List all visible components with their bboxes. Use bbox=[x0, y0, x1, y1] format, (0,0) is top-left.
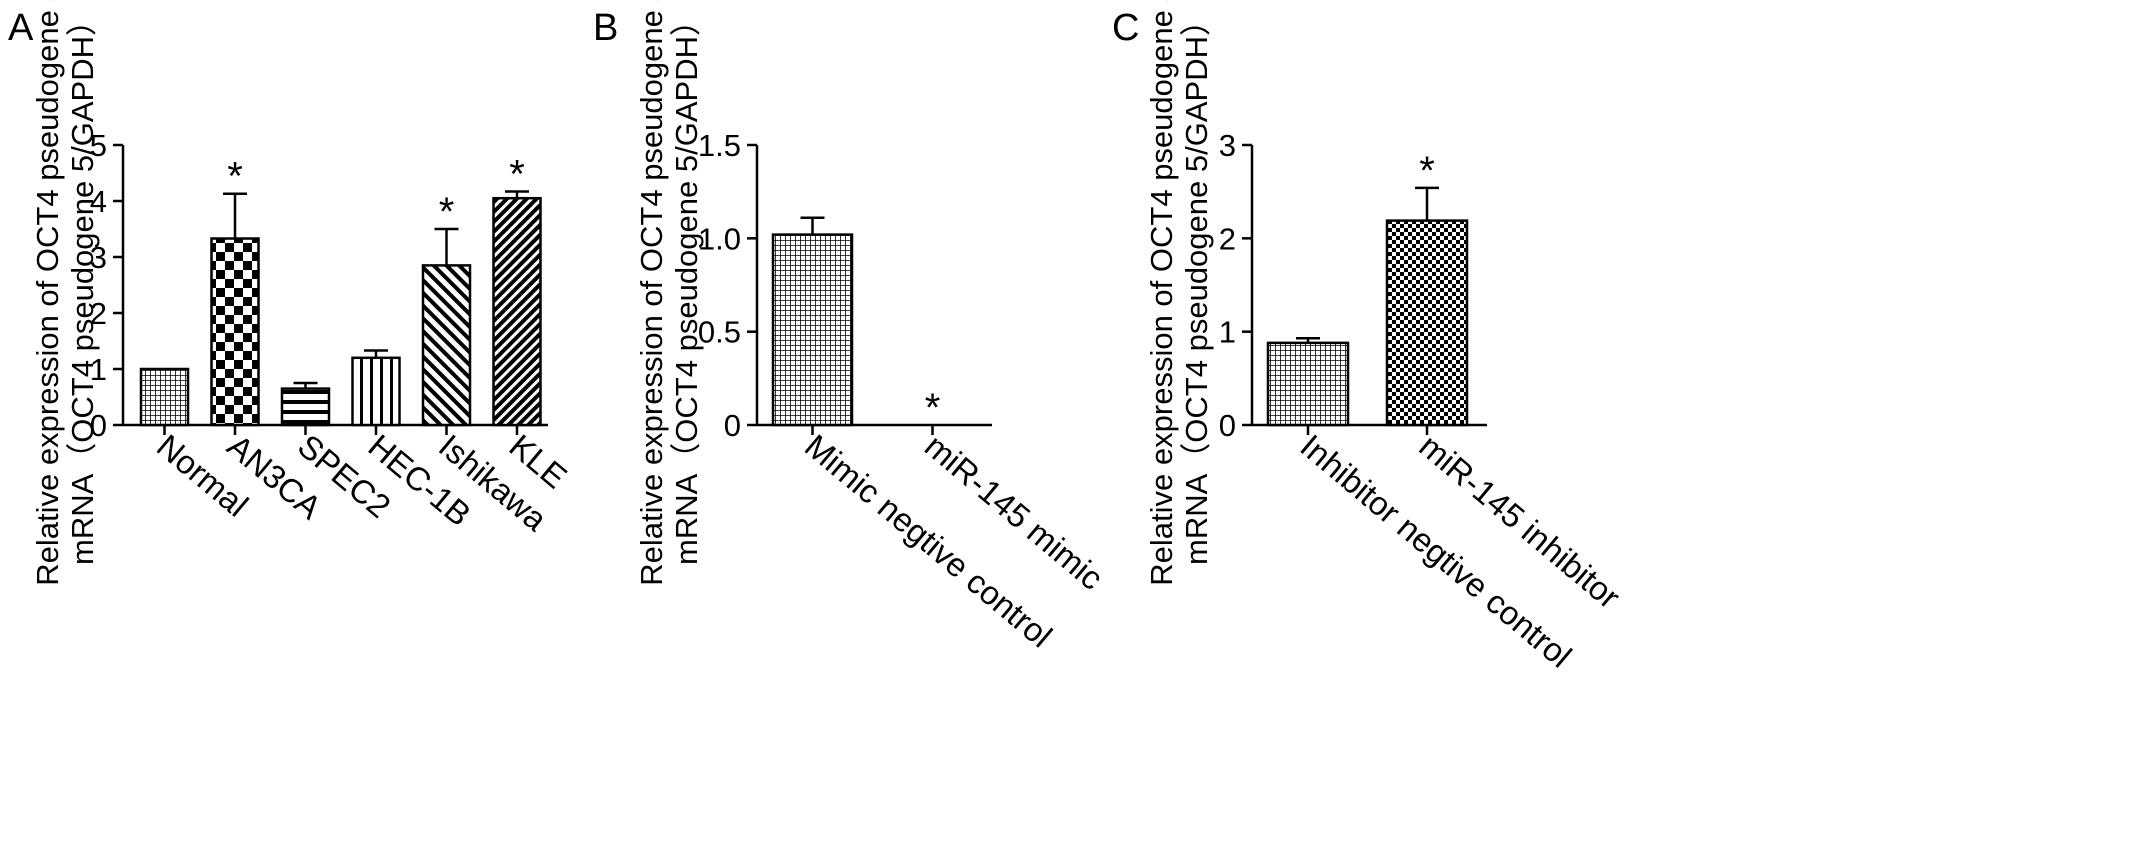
y-tick-label: 3 bbox=[1219, 128, 1236, 163]
y-tick-label: 1.0 bbox=[698, 221, 741, 256]
y-tick-label: 0 bbox=[724, 408, 741, 443]
y-tick-label: 2 bbox=[90, 296, 107, 331]
y-tick-label: 4 bbox=[90, 184, 107, 219]
x-category-label: miR-145 inhibitor bbox=[1413, 427, 1628, 616]
y-axis-label-line1: Relative expression of OCT4 pseudogene 5 bbox=[30, 0, 65, 586]
y-tick-label: 2 bbox=[1219, 221, 1236, 256]
significance-marker: * bbox=[439, 190, 455, 234]
bar bbox=[1385, 219, 1469, 427]
y-axis-label-line1: Relative expression of OCT4 pseudogene 5 bbox=[1144, 0, 1179, 586]
y-tick-label: 0 bbox=[90, 408, 107, 443]
bar bbox=[421, 264, 472, 427]
y-axis-label-line1: Relative expression of OCT4 pseudogene 5 bbox=[634, 0, 669, 586]
panel-letter: C bbox=[1112, 7, 1139, 49]
bar bbox=[1266, 341, 1350, 427]
y-tick-label: 1 bbox=[90, 352, 107, 387]
y-axis-label-line2: mRNA（OCT4 pseudogene 5/GAPDH） bbox=[669, 5, 704, 565]
significance-marker: * bbox=[925, 386, 941, 430]
panel-b: B Relative expression of OCT4 pseudogene … bbox=[593, 0, 1110, 655]
y-tick-label: 3 bbox=[90, 240, 107, 275]
y-tick-label: 1 bbox=[1219, 315, 1236, 350]
significance-marker: * bbox=[1419, 149, 1435, 193]
bar bbox=[771, 233, 854, 427]
y-tick-label: 1.5 bbox=[698, 128, 741, 163]
y-axis-label-line2: mRNA（OCT4 pseudogene 5/GAPDH） bbox=[1179, 5, 1214, 565]
bar bbox=[351, 356, 401, 427]
y-tick-label: 0 bbox=[1219, 408, 1236, 443]
panel-letter: B bbox=[593, 7, 618, 49]
bar bbox=[280, 387, 331, 427]
y-tick-label: 5 bbox=[90, 128, 107, 163]
panel-letter: A bbox=[8, 7, 34, 49]
bar bbox=[139, 367, 190, 427]
bar bbox=[210, 237, 260, 427]
significance-marker: * bbox=[227, 155, 243, 199]
y-tick-label: 0.5 bbox=[698, 315, 741, 350]
significance-marker: * bbox=[509, 152, 525, 196]
panel-c: C Relative expression of OCT4 pseudogene … bbox=[1112, 0, 1627, 675]
bar bbox=[492, 196, 542, 427]
y-axis-label-line2: mRNA（OCT4 pseudogene 5/GAPDH） bbox=[65, 5, 100, 565]
